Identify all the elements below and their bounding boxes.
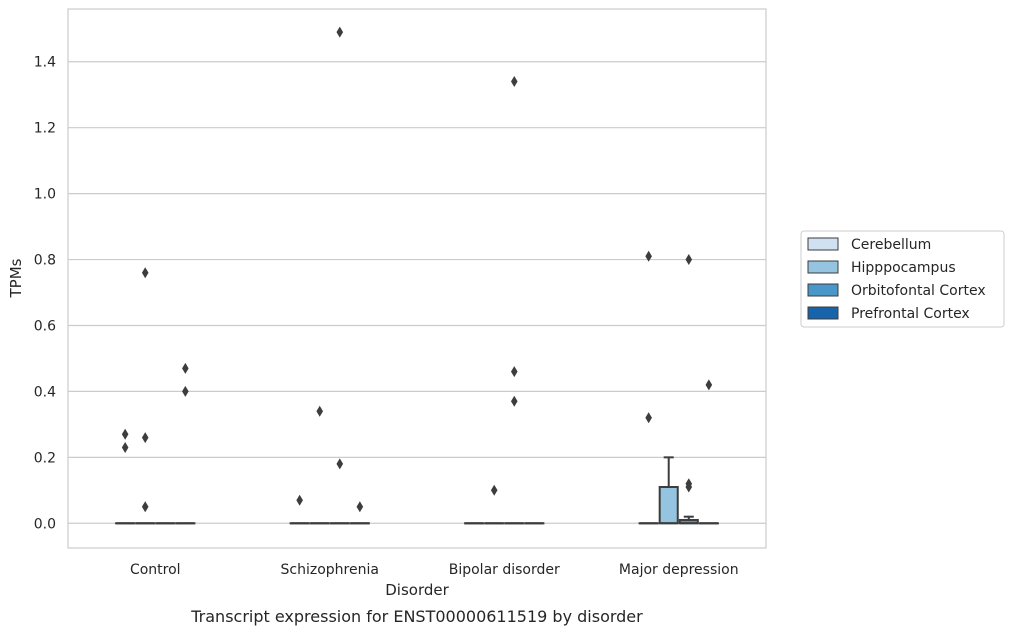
outlier-point [645, 412, 652, 424]
outlier-point [141, 267, 149, 279]
x-axis-label: Disorder [385, 581, 449, 599]
box-cerebellum [638, 250, 659, 525]
outlier-point [121, 428, 129, 440]
x-tick-label: Control [130, 562, 181, 578]
y-tick-label: 0.8 [34, 253, 56, 269]
outlier-point [510, 395, 518, 407]
box-orbitofontal-cortex [678, 254, 699, 525]
box-cerebellum [115, 428, 136, 525]
y-tick-label: 1.4 [34, 55, 56, 71]
plot-frame [67, 8, 767, 549]
outlier-point [182, 385, 189, 397]
outlier-point [510, 76, 518, 88]
outlier-point [141, 432, 149, 444]
outlier-point [356, 501, 364, 513]
y-tick-label: 1.2 [34, 121, 56, 137]
box-prefrontal-cortex [698, 379, 719, 525]
box-hipppocampus [484, 484, 505, 525]
y-axis-label: TPMs [7, 258, 25, 298]
outlier-point [336, 26, 344, 38]
y-tick-label: 1.0 [34, 187, 56, 203]
legend-label: Orbitofontal Cortex [851, 283, 986, 299]
outlier-point [510, 366, 518, 378]
y-tick-label: 0.2 [34, 450, 56, 466]
box-orbitofontal-cortex [329, 26, 350, 525]
box-hipppocampus [135, 267, 156, 525]
outlier-point [316, 405, 324, 417]
x-tick-label: Schizophrenia [281, 562, 379, 578]
legend-label: Cerebellum [851, 237, 931, 253]
box-hipppocampus [658, 456, 679, 525]
legend-frame [800, 230, 1005, 328]
outlier-point [685, 254, 693, 266]
outlier-point [685, 481, 693, 493]
x-tick-label: Major depression [619, 562, 739, 578]
grid-lines [68, 61, 766, 524]
box-orbitofontal-cortex [504, 76, 525, 525]
box-prefrontal-cortex [349, 501, 370, 525]
legend-swatch [807, 306, 839, 320]
figure-caption: Transcript expression for ENST0000061151… [190, 607, 643, 626]
legend-swatch [807, 283, 839, 297]
outlier-point [490, 484, 498, 496]
y-tick-label: 0.0 [34, 516, 56, 532]
legend-swatch [807, 237, 839, 251]
x-tick-label: Bipolar disorder [449, 562, 560, 578]
x-axis-ticks: Control Schizophrenia Bipolar disorder Majo… [130, 562, 739, 578]
box-hipppocampus [309, 405, 330, 525]
box [658, 486, 679, 525]
outlier-point [645, 250, 652, 262]
y-axis-ticks: 0.0 0.2 0.4 0.6 0.8 1.0 1.2 1.4 [34, 55, 56, 533]
outlier-point [296, 494, 303, 506]
box-prefrontal-cortex [175, 362, 196, 525]
legend: Cerebellum Hipppocampus Orbitofontal Corte… [800, 230, 1005, 328]
y-tick-label: 0.4 [34, 384, 56, 400]
outlier-point [336, 458, 344, 470]
box-cerebellum [289, 494, 310, 525]
box-layer [115, 26, 719, 525]
legend-label: Prefrontal Cortex [851, 306, 970, 322]
outlier-point [182, 362, 189, 374]
legend-swatch [807, 260, 839, 274]
outlier-point [121, 441, 129, 453]
outlier-point [705, 379, 713, 391]
legend-items: Cerebellum Hipppocampus Orbitofontal Corte… [807, 237, 986, 322]
legend-label: Hipppocampus [851, 260, 956, 276]
outlier-point [141, 501, 149, 513]
y-tick-label: 0.6 [34, 318, 56, 334]
